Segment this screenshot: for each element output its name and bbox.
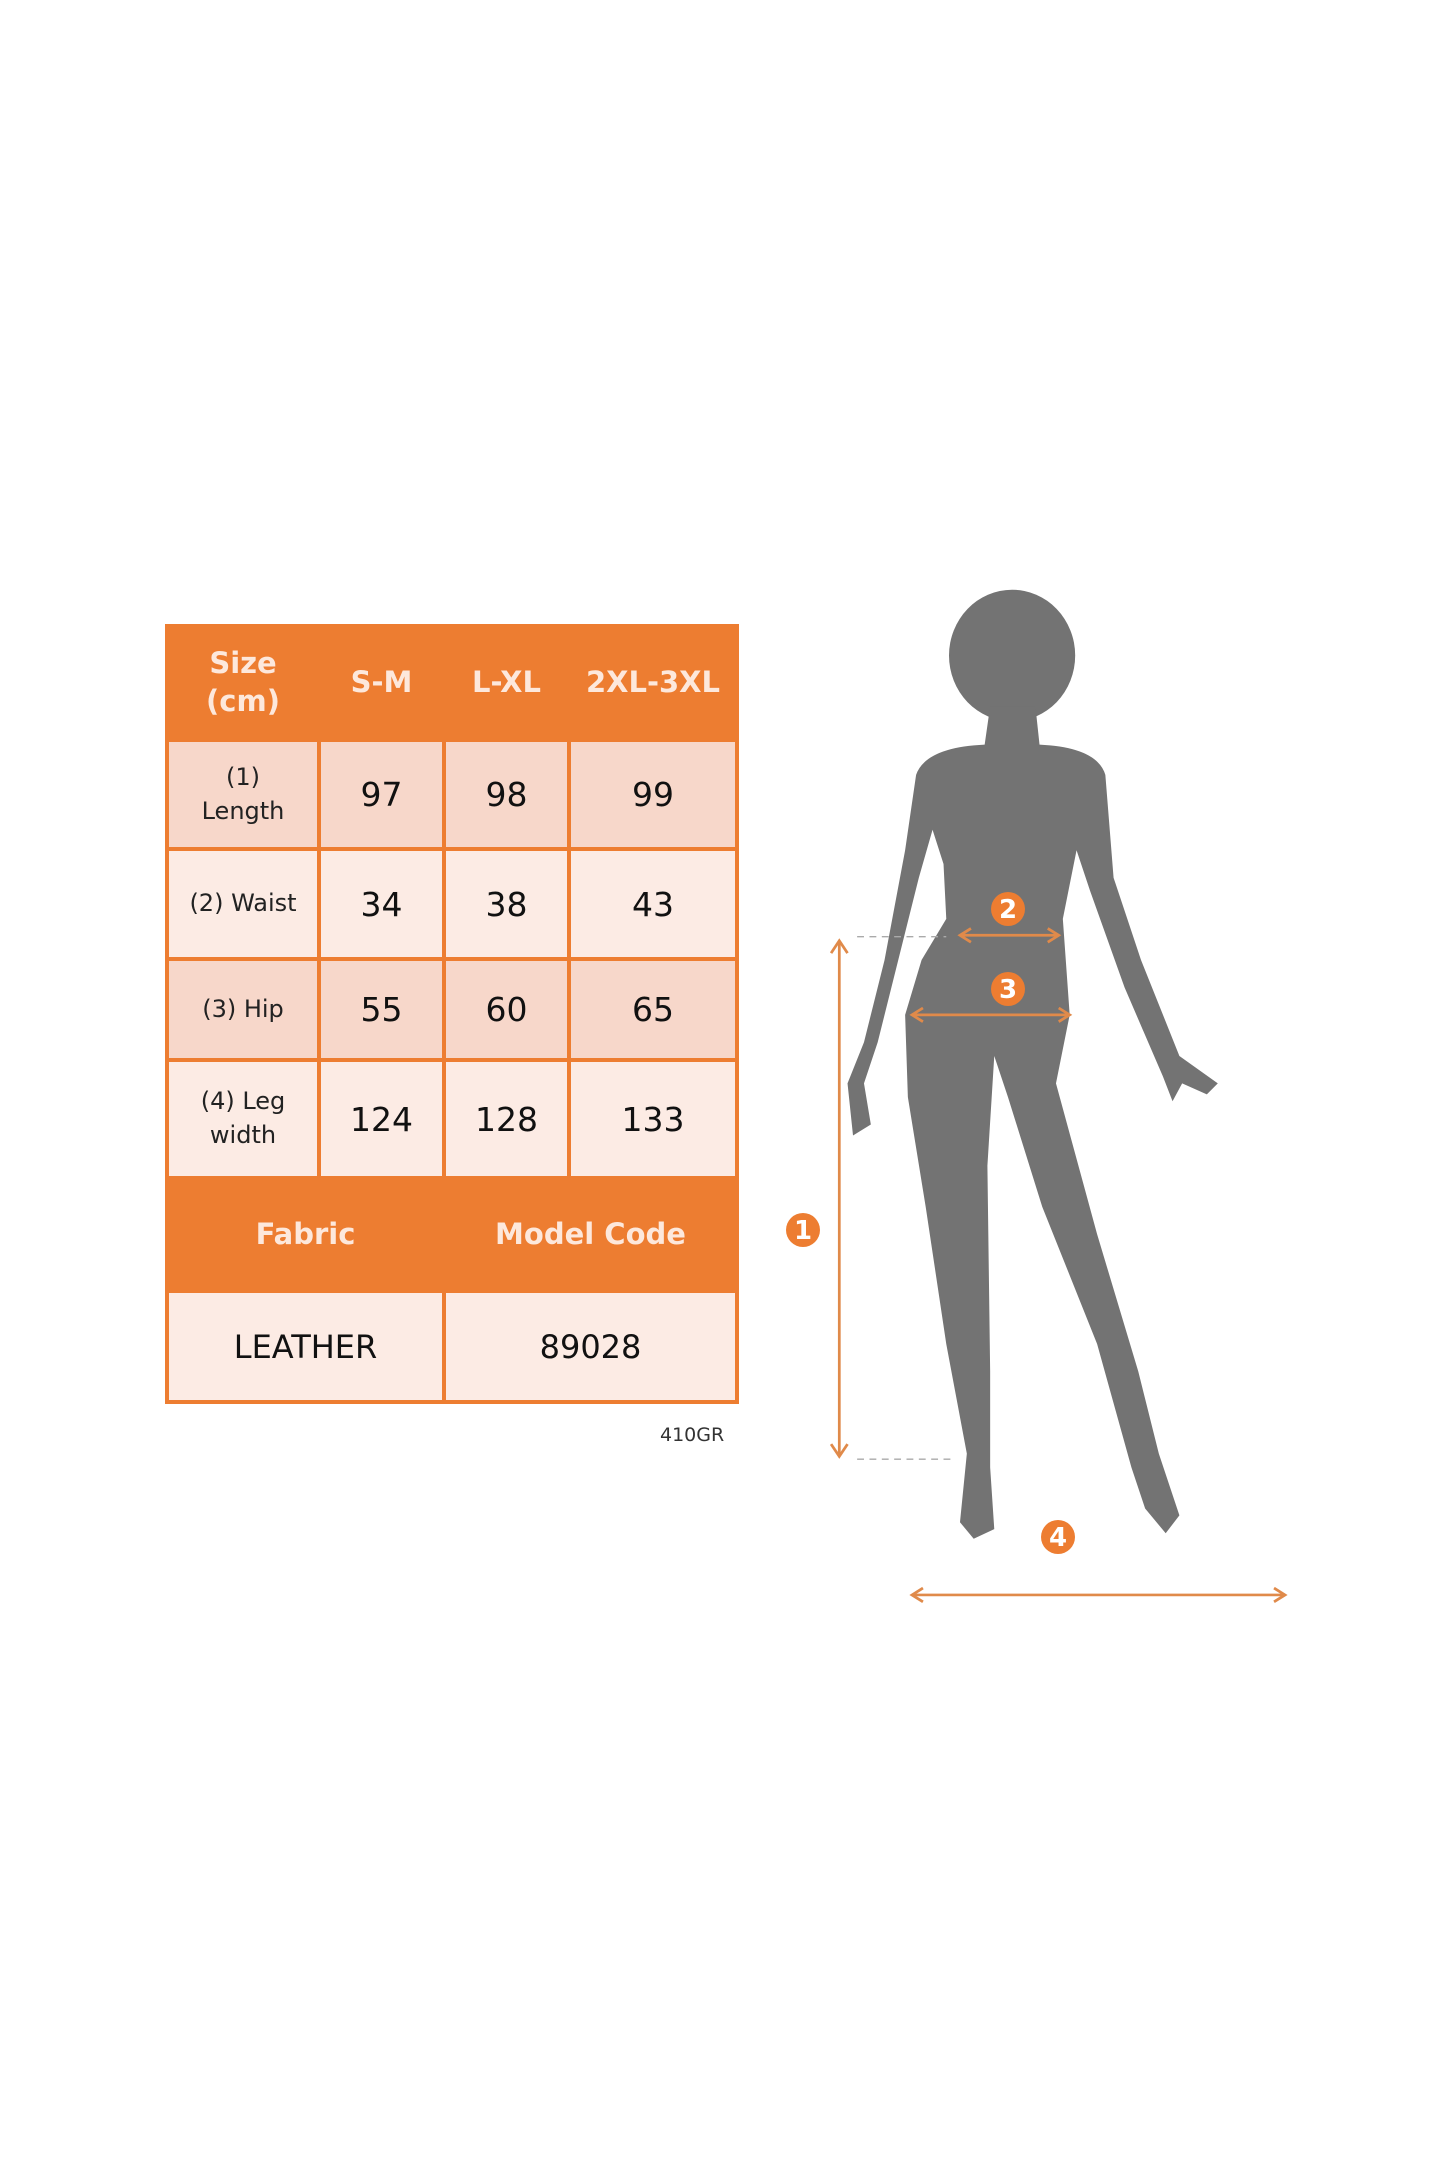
model-code-value: 89028 xyxy=(442,1289,739,1404)
cell-value: 55 xyxy=(317,957,446,1062)
product-code: 410GR xyxy=(660,1424,725,1446)
hip-arrow xyxy=(909,1006,1073,1023)
svg-text:2: 2 xyxy=(999,895,1017,925)
leg-width-arrow xyxy=(909,1586,1288,1603)
marker-4: 4 xyxy=(1041,1520,1075,1554)
marker-2: 2 xyxy=(991,892,1025,926)
fabric-value: LEATHER xyxy=(165,1289,446,1404)
row-label: (1) Length xyxy=(165,738,321,851)
cell-value: 98 xyxy=(442,738,571,851)
header-s-m: S-M xyxy=(317,624,446,742)
cell-value: 133 xyxy=(567,1058,739,1180)
cell-value: 43 xyxy=(567,847,739,961)
size-chart-table: Size (cm) S-M L-XL 2XL-3XL (1) Length 97… xyxy=(165,624,739,1404)
header-fabric: Fabric xyxy=(165,1176,446,1293)
svg-text:1: 1 xyxy=(794,1216,812,1246)
table-row: (2) Waist 34 38 43 xyxy=(165,847,739,961)
measure-arrows xyxy=(829,927,1288,1603)
table-row: (1) Length 97 98 99 xyxy=(165,738,739,851)
row-label: (2) Waist xyxy=(165,847,321,961)
cell-value: 60 xyxy=(442,957,571,1062)
cell-value: 97 xyxy=(317,738,446,851)
cell-value: 38 xyxy=(442,847,571,961)
table-row: (3) Hip 55 60 65 xyxy=(165,957,739,1062)
cell-value: 34 xyxy=(317,847,446,961)
row-label: (4) Leg width xyxy=(165,1058,321,1180)
svg-text:4: 4 xyxy=(1049,1523,1067,1553)
svg-text:3: 3 xyxy=(999,975,1017,1005)
table-row: (4) Leg width 124 128 133 xyxy=(165,1058,739,1180)
row-label: (3) Hip xyxy=(165,957,321,1062)
cell-value: 65 xyxy=(567,957,739,1062)
woman-silhouette xyxy=(847,589,1218,1539)
marker-1: 1 xyxy=(786,1213,820,1247)
length-arrow xyxy=(829,938,849,1459)
header-2xl-3xl: 2XL-3XL xyxy=(567,624,739,742)
guide-lines xyxy=(857,935,951,1460)
marker-3: 3 xyxy=(991,972,1025,1006)
header-size: Size (cm) xyxy=(165,624,321,742)
cell-value: 99 xyxy=(567,738,739,851)
cell-value: 124 xyxy=(317,1058,446,1180)
waist-arrow xyxy=(957,927,1062,944)
cell-value: 128 xyxy=(442,1058,571,1180)
header-model-code: Model Code xyxy=(442,1176,739,1293)
header-l-xl: L-XL xyxy=(442,624,571,742)
